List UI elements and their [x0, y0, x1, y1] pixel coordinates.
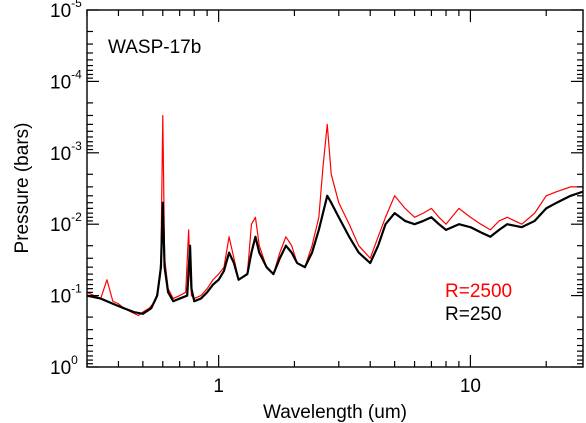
series-layer	[87, 114, 583, 317]
y-tick-exponent: -1	[71, 282, 82, 296]
y-axis: 10-5 10-4 10-3 10-2 10-1 100	[50, 0, 583, 379]
y-tick-exponent: 0	[71, 353, 78, 367]
y-tick-label: 10-1	[50, 282, 82, 308]
plot-frame	[86, 9, 584, 368]
legend: R=2500 R=250	[445, 281, 512, 325]
y-tick-exponent: -2	[71, 210, 82, 224]
x-tick-label: 1	[213, 376, 224, 397]
x-axis: 1 10	[86, 10, 547, 397]
y-tick-label: 10-5	[50, 0, 82, 22]
x-tick-label: 10	[460, 376, 481, 397]
y-tick-label: 10-3	[50, 139, 82, 165]
y-axis-label: Pressure (bars)	[12, 123, 33, 254]
y-tick-exponent: -3	[71, 139, 82, 153]
series-line-r250	[87, 190, 583, 315]
y-tick-exponent: -5	[71, 0, 82, 10]
y-tick-label: 100	[50, 353, 78, 379]
planet-annotation: WASP-17b	[108, 37, 201, 58]
legend-entry-r2500: R=2500	[445, 281, 512, 302]
legend-entry-r250: R=250	[445, 304, 502, 325]
y-tick-label: 10-4	[50, 67, 82, 93]
y-tick-label: 10-2	[50, 210, 82, 236]
x-axis-label: Wavelength (um)	[263, 402, 407, 423]
y-tick-exponent: -4	[71, 67, 82, 81]
